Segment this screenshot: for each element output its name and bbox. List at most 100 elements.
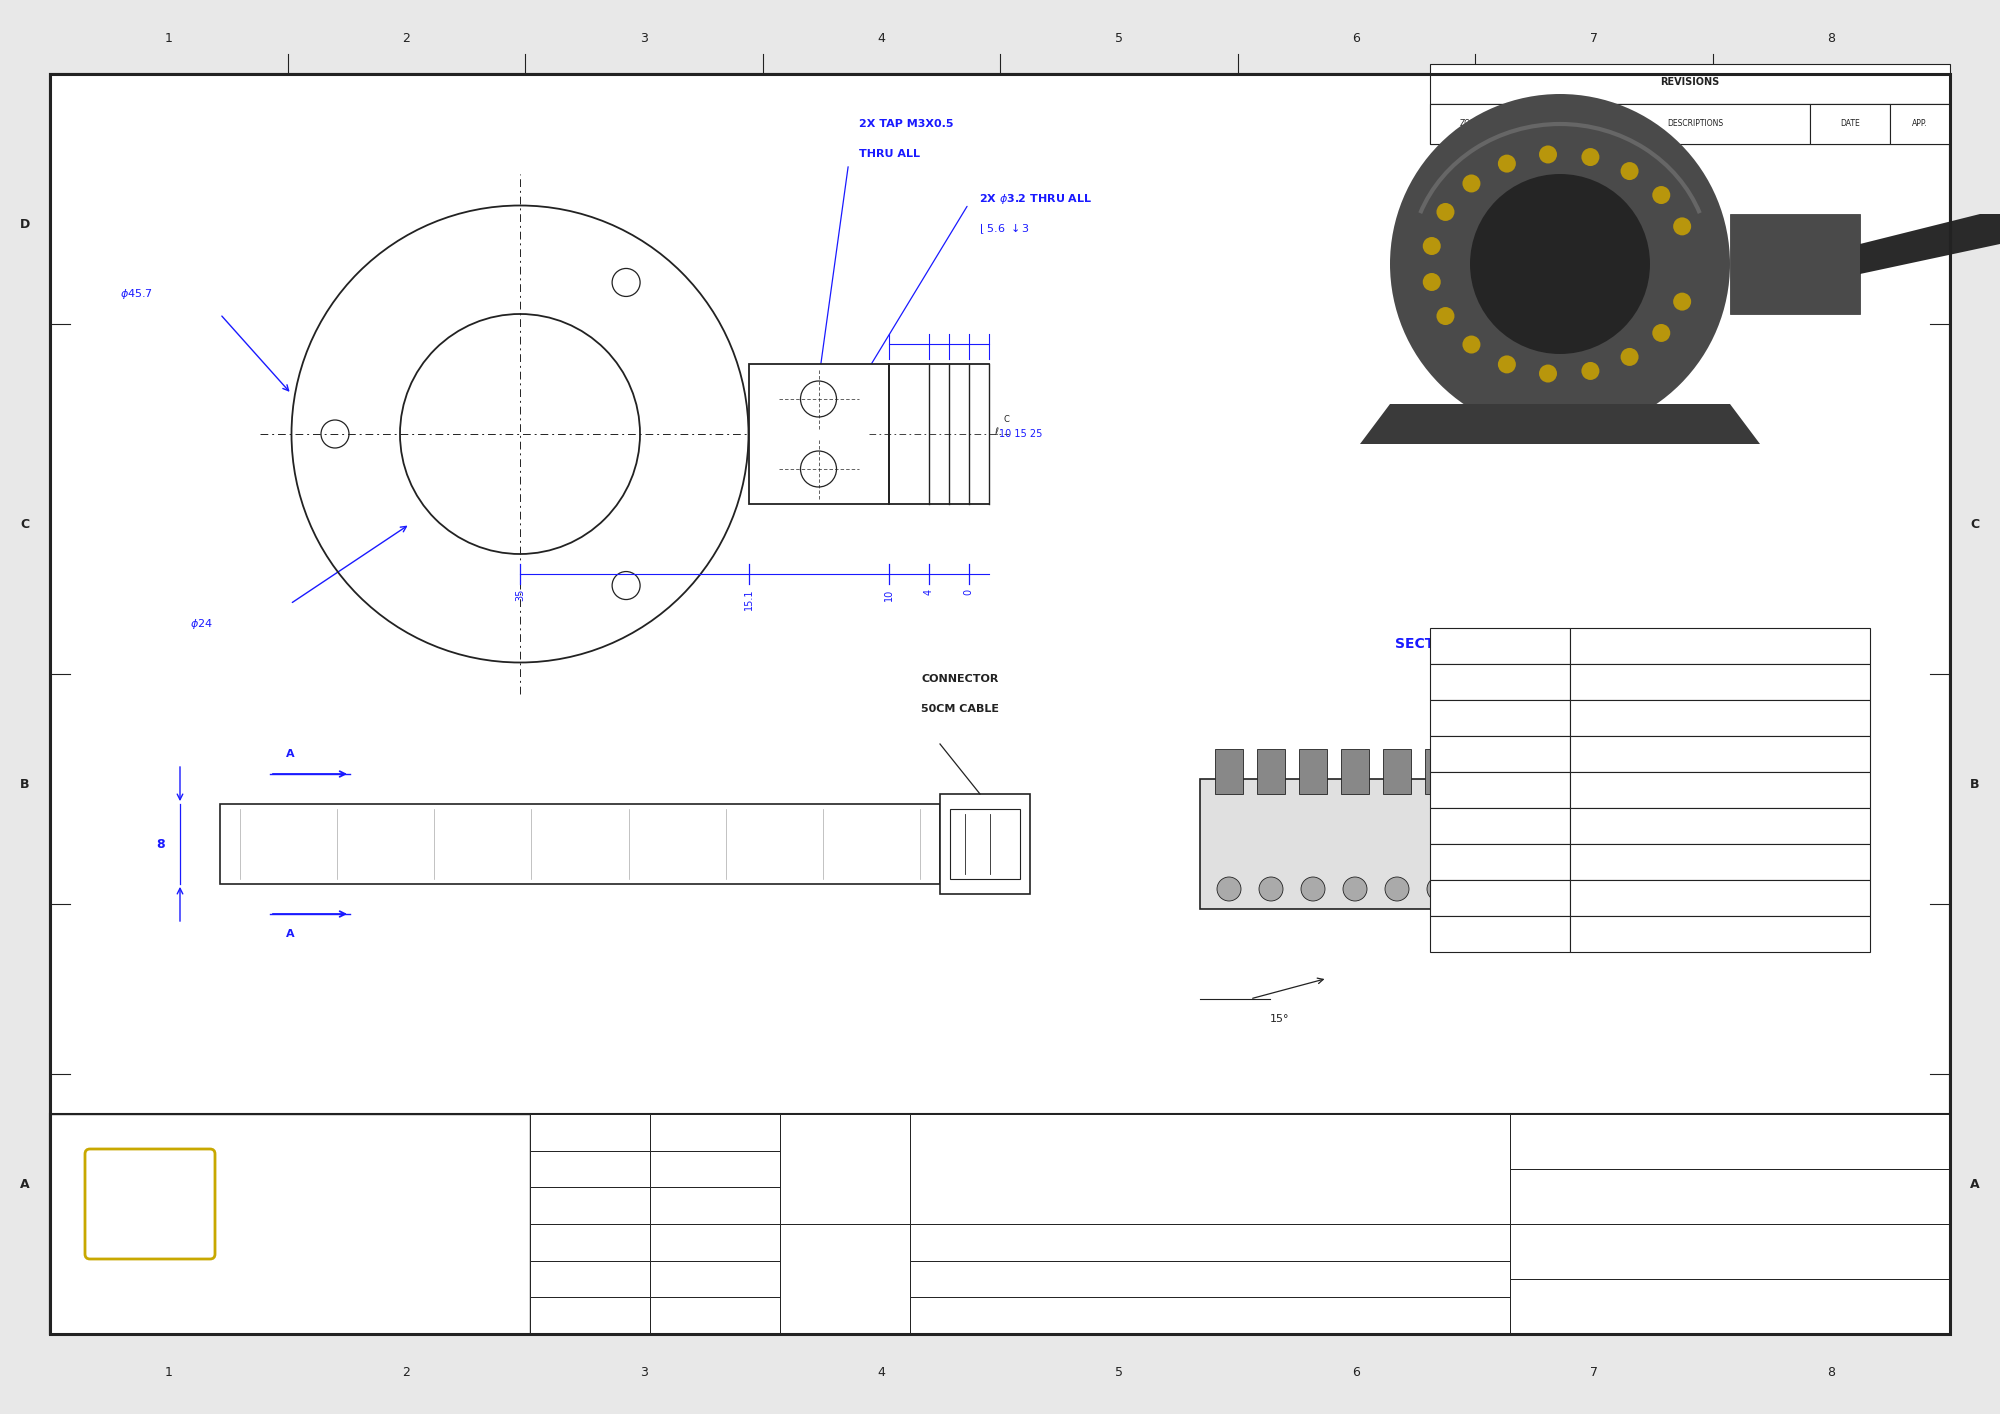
Circle shape bbox=[1652, 187, 1670, 204]
Text: DWG NO: DWG NO bbox=[920, 1312, 950, 1319]
Bar bbox=[1810, 105, 1890, 144]
Text: $\lfloor$ 5.6 $\downarrow$3: $\lfloor$ 5.6 $\downarrow$3 bbox=[978, 222, 1030, 236]
Text: MATERIAL: MATERIAL bbox=[538, 1239, 572, 1246]
Text: 2: 2 bbox=[402, 1366, 410, 1379]
Bar bbox=[1300, 749, 1328, 795]
Text: SHEET 1 OF 1: SHEET 1 OF 1 bbox=[1702, 1302, 1758, 1311]
Bar bbox=[1216, 749, 1244, 795]
Circle shape bbox=[1596, 877, 1620, 901]
Text: B: B bbox=[1970, 778, 1980, 790]
Text: COLOR: COLOR bbox=[1482, 642, 1518, 650]
Circle shape bbox=[1498, 154, 1516, 173]
Circle shape bbox=[1652, 324, 1670, 342]
Text: 15°: 15° bbox=[1270, 1014, 1290, 1024]
Bar bbox=[1200, 779, 1650, 909]
Text: -: - bbox=[1772, 1138, 1776, 1144]
Text: SCALE:: SCALE: bbox=[790, 1261, 814, 1267]
Bar bbox=[1430, 807, 1570, 844]
Text: 630nm: 630nm bbox=[1580, 677, 1610, 687]
Bar bbox=[1430, 772, 1570, 807]
Bar bbox=[1570, 665, 1870, 700]
Bar bbox=[1890, 105, 1950, 144]
Text: REV.: REV. bbox=[1536, 120, 1554, 129]
Bar bbox=[1340, 749, 1368, 795]
Circle shape bbox=[1582, 148, 1600, 165]
Text: -: - bbox=[1882, 1138, 1886, 1144]
Circle shape bbox=[1216, 877, 1240, 901]
Text: -: - bbox=[1882, 1193, 1886, 1199]
Text: 1: 1 bbox=[660, 1311, 664, 1321]
Text: A: A bbox=[1970, 1178, 1980, 1191]
Bar bbox=[50, 74, 1950, 1333]
Bar bbox=[530, 1225, 650, 1261]
Bar bbox=[50, 1114, 1950, 1333]
Bar bbox=[650, 1261, 780, 1297]
Bar bbox=[1430, 665, 1570, 700]
Bar bbox=[650, 1225, 780, 1261]
Text: 1: 1 bbox=[164, 1366, 172, 1379]
Text: POWER:: POWER: bbox=[1516, 1304, 1540, 1309]
Text: THRU ALL: THRU ALL bbox=[858, 148, 920, 158]
Text: 0: 0 bbox=[964, 590, 974, 595]
Text: B: B bbox=[20, 778, 30, 790]
Circle shape bbox=[1620, 163, 1638, 180]
Circle shape bbox=[1462, 174, 1480, 192]
Text: LITE: LITE bbox=[144, 1222, 156, 1226]
Bar bbox=[1424, 749, 1452, 795]
Circle shape bbox=[1582, 362, 1600, 380]
Circle shape bbox=[1674, 218, 1692, 235]
Text: 3: 3 bbox=[640, 1366, 648, 1379]
Text: -: - bbox=[1258, 1311, 1262, 1321]
Polygon shape bbox=[1860, 214, 2000, 274]
Bar bbox=[1636, 749, 1664, 795]
Text: CURRENT:: CURRENT: bbox=[1516, 1249, 1546, 1254]
Text: CHECK BY: CHECK BY bbox=[538, 1167, 572, 1172]
Bar bbox=[1430, 105, 1950, 144]
Text: WAVE LENGHT: WAVE LENGHT bbox=[1684, 642, 1756, 650]
Bar bbox=[1510, 1225, 1950, 1280]
Text: -: - bbox=[1772, 1304, 1776, 1309]
Bar bbox=[1510, 749, 1536, 795]
Text: 7: 7 bbox=[1590, 33, 1598, 45]
Polygon shape bbox=[1360, 404, 1760, 444]
Text: 15.1: 15.1 bbox=[744, 590, 754, 611]
Text: DATE: DATE bbox=[1840, 120, 1860, 129]
Bar bbox=[1570, 807, 1870, 844]
Text: -: - bbox=[660, 1274, 662, 1284]
Circle shape bbox=[1436, 204, 1454, 221]
Text: FINISHING: FINISHING bbox=[538, 1275, 574, 1282]
Text: 4: 4 bbox=[878, 1366, 886, 1379]
Bar bbox=[1384, 749, 1412, 795]
Circle shape bbox=[1462, 335, 1480, 354]
Text: 470nm: 470nm bbox=[1580, 749, 1610, 758]
Text: PRODUCT SERIES:  LSQ SERIES: PRODUCT SERIES: LSQ SERIES bbox=[1078, 1161, 1342, 1176]
Bar bbox=[650, 1151, 780, 1188]
Text: REVISION:: REVISION: bbox=[790, 1261, 826, 1267]
Text: 620nm/525nm/470nm: 620nm/525nm/470nm bbox=[1580, 929, 1674, 939]
FancyBboxPatch shape bbox=[86, 1150, 216, 1258]
Bar bbox=[530, 1114, 650, 1151]
Circle shape bbox=[1470, 174, 1650, 354]
Text: TITLE: TITLE bbox=[920, 1239, 938, 1246]
Text: KB TAN: KB TAN bbox=[660, 1165, 688, 1174]
Text: 35: 35 bbox=[516, 590, 526, 601]
Text: -: - bbox=[1772, 1193, 1776, 1199]
Text: DESCRIPTIONS: DESCRIPTIONS bbox=[1666, 120, 1724, 129]
Bar bbox=[1430, 700, 1570, 737]
Bar bbox=[1570, 737, 1870, 772]
Bar bbox=[1430, 105, 1510, 144]
Text: $\phi$45.7: $\phi$45.7 bbox=[120, 287, 152, 301]
Bar bbox=[220, 805, 940, 884]
Bar bbox=[530, 1297, 650, 1333]
Text: CONNECTOR: CONNECTOR bbox=[922, 674, 998, 684]
Bar bbox=[1430, 844, 1570, 880]
Circle shape bbox=[1422, 238, 1440, 255]
Bar bbox=[1570, 916, 1870, 952]
Bar bbox=[1570, 628, 1870, 665]
Text: 01: 01 bbox=[838, 1284, 852, 1294]
Circle shape bbox=[1636, 877, 1660, 901]
Text: 5: 5 bbox=[1114, 33, 1122, 45]
Bar bbox=[530, 1188, 650, 1225]
Bar bbox=[748, 363, 888, 503]
Bar bbox=[940, 795, 1030, 894]
